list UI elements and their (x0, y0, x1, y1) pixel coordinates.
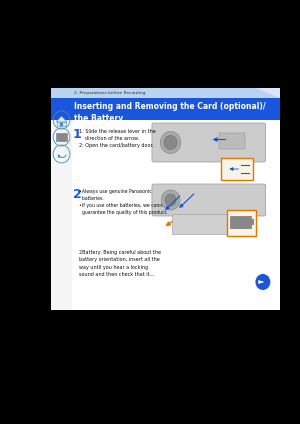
Text: •Always use genuine Panasonic
  batteries.
•If you use other batteries, we canno: •Always use genuine Panasonic batteries.… (79, 189, 168, 215)
Polygon shape (57, 122, 66, 126)
Circle shape (161, 190, 180, 210)
Circle shape (255, 274, 270, 290)
FancyBboxPatch shape (226, 210, 256, 236)
Circle shape (164, 136, 177, 150)
Text: 1: Slide the release lever in the
    direction of the arrow.
2: Open the card/b: 1: Slide the release lever in the direct… (79, 129, 156, 148)
Polygon shape (56, 116, 67, 122)
Text: 1: 1 (73, 128, 82, 141)
FancyBboxPatch shape (51, 88, 280, 98)
FancyBboxPatch shape (230, 216, 251, 228)
Circle shape (165, 194, 176, 206)
FancyBboxPatch shape (172, 214, 248, 234)
Polygon shape (256, 88, 280, 98)
FancyBboxPatch shape (152, 123, 266, 162)
FancyBboxPatch shape (56, 133, 67, 141)
FancyBboxPatch shape (51, 98, 280, 120)
FancyBboxPatch shape (51, 88, 280, 310)
FancyBboxPatch shape (152, 184, 266, 216)
Text: 2. Preparations before Recording: 2. Preparations before Recording (74, 91, 145, 95)
FancyBboxPatch shape (251, 219, 253, 225)
Circle shape (160, 131, 181, 153)
Text: Inserting and Removing the Card (optional)/
the Battery: Inserting and Removing the Card (optiona… (74, 102, 265, 123)
FancyBboxPatch shape (60, 123, 63, 126)
Text: 2Battery: Being careful about the
battery orientation, insert all the
way until : 2Battery: Being careful about the batter… (79, 250, 161, 277)
FancyBboxPatch shape (219, 133, 245, 149)
Text: 2: 2 (73, 188, 82, 201)
FancyBboxPatch shape (51, 88, 72, 310)
FancyBboxPatch shape (221, 158, 253, 180)
